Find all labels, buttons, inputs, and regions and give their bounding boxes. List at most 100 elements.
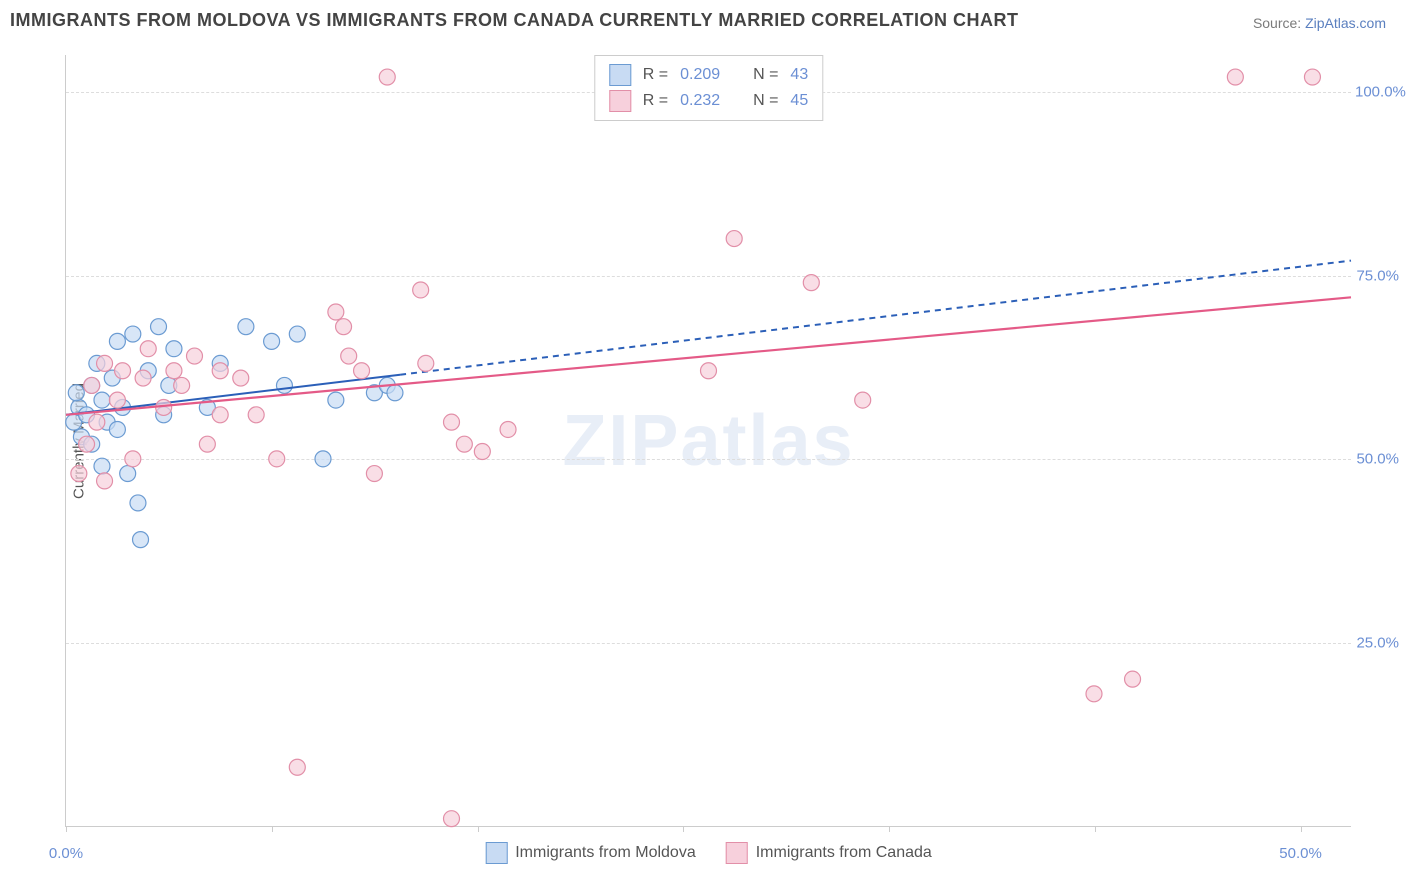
data-point bbox=[212, 363, 228, 379]
data-point bbox=[68, 385, 84, 401]
data-point bbox=[336, 319, 352, 335]
data-point bbox=[115, 363, 131, 379]
data-point bbox=[379, 69, 395, 85]
data-point bbox=[456, 436, 472, 452]
legend-row-moldova: R = 0.209 N = 43 bbox=[609, 62, 808, 88]
xtick-label: 0.0% bbox=[49, 845, 83, 862]
data-point bbox=[166, 363, 182, 379]
data-point bbox=[94, 392, 110, 408]
swatch-canada bbox=[726, 842, 748, 864]
source-prefix: Source: bbox=[1253, 15, 1305, 31]
data-point bbox=[248, 407, 264, 423]
data-point bbox=[354, 363, 370, 379]
n-label: N = bbox=[753, 66, 778, 84]
data-point bbox=[444, 811, 460, 827]
data-point bbox=[726, 231, 742, 247]
n-value-canada: 45 bbox=[790, 92, 808, 110]
data-point bbox=[151, 319, 167, 335]
data-point bbox=[109, 421, 125, 437]
n-label: N = bbox=[753, 92, 778, 110]
r-value-moldova: 0.209 bbox=[680, 66, 720, 84]
data-point bbox=[803, 275, 819, 291]
data-point bbox=[130, 495, 146, 511]
data-point bbox=[341, 348, 357, 364]
data-point bbox=[187, 348, 203, 364]
data-point bbox=[125, 326, 141, 342]
data-point bbox=[328, 304, 344, 320]
plot-area: Currently Married ZIPatlas 25.0%50.0%75.… bbox=[65, 55, 1351, 827]
data-point bbox=[387, 385, 403, 401]
data-point bbox=[212, 407, 228, 423]
legend-item-moldova: Immigrants from Moldova bbox=[485, 842, 696, 864]
series-legend: Immigrants from Moldova Immigrants from … bbox=[485, 842, 932, 864]
data-point bbox=[174, 377, 190, 393]
ytick-label: 75.0% bbox=[1355, 267, 1399, 284]
data-point bbox=[79, 436, 95, 452]
ytick-label: 25.0% bbox=[1355, 635, 1399, 652]
data-point bbox=[444, 414, 460, 430]
data-point bbox=[289, 759, 305, 775]
data-point bbox=[125, 451, 141, 467]
data-point bbox=[413, 282, 429, 298]
correlation-legend: R = 0.209 N = 43 R = 0.232 N = 45 bbox=[594, 55, 823, 121]
data-point bbox=[84, 377, 100, 393]
data-point bbox=[315, 451, 331, 467]
xtick bbox=[889, 826, 890, 832]
data-point bbox=[328, 392, 344, 408]
trend-line bbox=[66, 297, 1351, 414]
data-point bbox=[133, 532, 149, 548]
data-point bbox=[109, 333, 125, 349]
data-point bbox=[701, 363, 717, 379]
data-point bbox=[135, 370, 151, 386]
source-attribution: Source: ZipAtlas.com bbox=[1253, 15, 1386, 31]
data-point bbox=[1304, 69, 1320, 85]
data-point bbox=[94, 458, 110, 474]
data-point bbox=[109, 392, 125, 408]
r-label: R = bbox=[643, 92, 668, 110]
trend-line-extrapolated bbox=[400, 261, 1351, 375]
data-point bbox=[199, 436, 215, 452]
data-point bbox=[276, 377, 292, 393]
swatch-moldova bbox=[485, 842, 507, 864]
data-point bbox=[474, 444, 490, 460]
data-point bbox=[97, 355, 113, 371]
source-link[interactable]: ZipAtlas.com bbox=[1305, 15, 1386, 31]
series-label-moldova: Immigrants from Moldova bbox=[515, 844, 696, 862]
data-point bbox=[1125, 671, 1141, 687]
xtick bbox=[1095, 826, 1096, 832]
chart-title: IMMIGRANTS FROM MOLDOVA VS IMMIGRANTS FR… bbox=[10, 10, 1018, 31]
legend-item-canada: Immigrants from Canada bbox=[726, 842, 932, 864]
xtick bbox=[683, 826, 684, 832]
data-point bbox=[1227, 69, 1243, 85]
data-point bbox=[418, 355, 434, 371]
xtick bbox=[1301, 826, 1302, 832]
n-value-moldova: 43 bbox=[790, 66, 808, 84]
data-point bbox=[238, 319, 254, 335]
data-point bbox=[120, 466, 136, 482]
r-value-canada: 0.232 bbox=[680, 92, 720, 110]
ytick-label: 100.0% bbox=[1355, 83, 1399, 100]
ytick-label: 50.0% bbox=[1355, 451, 1399, 468]
data-point bbox=[71, 466, 87, 482]
data-point bbox=[166, 341, 182, 357]
scatter-plot-svg bbox=[66, 55, 1351, 826]
swatch-moldova bbox=[609, 64, 631, 86]
data-point bbox=[1086, 686, 1102, 702]
xtick bbox=[478, 826, 479, 832]
data-point bbox=[289, 326, 305, 342]
data-point bbox=[97, 473, 113, 489]
data-point bbox=[264, 333, 280, 349]
xtick bbox=[66, 826, 67, 832]
series-label-canada: Immigrants from Canada bbox=[756, 844, 932, 862]
data-point bbox=[366, 466, 382, 482]
data-point bbox=[140, 341, 156, 357]
xtick-label: 50.0% bbox=[1279, 845, 1322, 862]
r-label: R = bbox=[643, 66, 668, 84]
data-point bbox=[855, 392, 871, 408]
data-point bbox=[89, 414, 105, 430]
data-point bbox=[500, 421, 516, 437]
swatch-canada bbox=[609, 90, 631, 112]
xtick bbox=[272, 826, 273, 832]
data-point bbox=[233, 370, 249, 386]
data-point bbox=[269, 451, 285, 467]
